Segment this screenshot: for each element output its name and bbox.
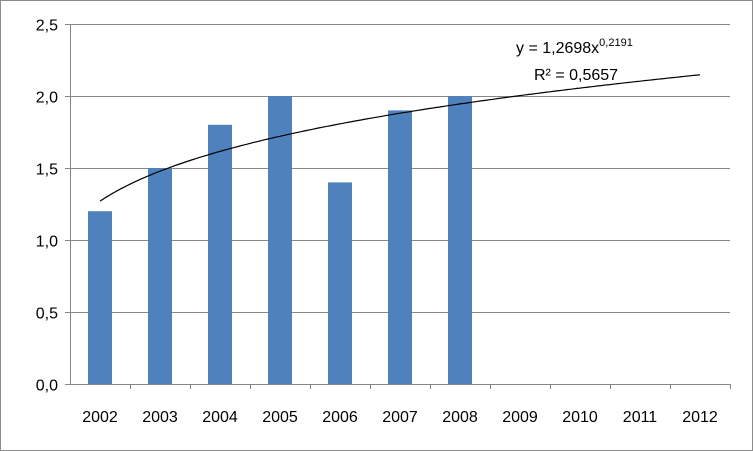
bar-2004 [208, 124, 232, 385]
trendline-equation-base: y = 1,2698x [516, 40, 599, 57]
x-tick-label: 2007 [382, 409, 418, 426]
trendline [99, 74, 701, 202]
bar-2007 [388, 110, 412, 385]
y-tick-label: 1,5 [36, 162, 58, 179]
axes [65, 24, 731, 389]
y-tick-label: 2,0 [36, 90, 58, 107]
x-tick-label: 2008 [442, 409, 478, 426]
trendline-r-squared: R² = 0,5657 [534, 67, 618, 84]
y-tick-label: 0,0 [36, 378, 58, 395]
bar-2005 [268, 96, 292, 384]
trendline-curve [99, 74, 701, 202]
x-tick-label: 2005 [262, 409, 298, 426]
x-tick-label: 2011 [623, 409, 658, 426]
tick-labels: 0,0 0,5 1,0 1,5 2,0 2,5 2002 2003 2004 2005 2006 20… [36, 18, 718, 427]
x-tick-label: 2012 [682, 409, 718, 426]
bar-2003 [148, 168, 172, 384]
trendline-equation-exponent: 0,2191 [599, 37, 633, 49]
y-tick-label: 1,0 [36, 234, 58, 251]
trendline-equation: y = 1,2698x0,2191 [516, 37, 633, 57]
bar-2002 [88, 211, 112, 384]
x-tick-label: 2003 [142, 409, 178, 426]
x-tick-label: 2010 [562, 409, 598, 426]
y-tick-label: 2,5 [36, 18, 58, 35]
x-tick-label: 2006 [322, 409, 358, 426]
x-tick-label: 2009 [502, 409, 538, 426]
bars [88, 96, 472, 385]
x-tick-label: 2002 [82, 409, 118, 426]
bar-2008 [448, 96, 472, 384]
y-tick-label: 0,5 [36, 306, 58, 323]
x-tick-label: 2004 [202, 409, 238, 426]
bar-2006 [328, 182, 352, 384]
